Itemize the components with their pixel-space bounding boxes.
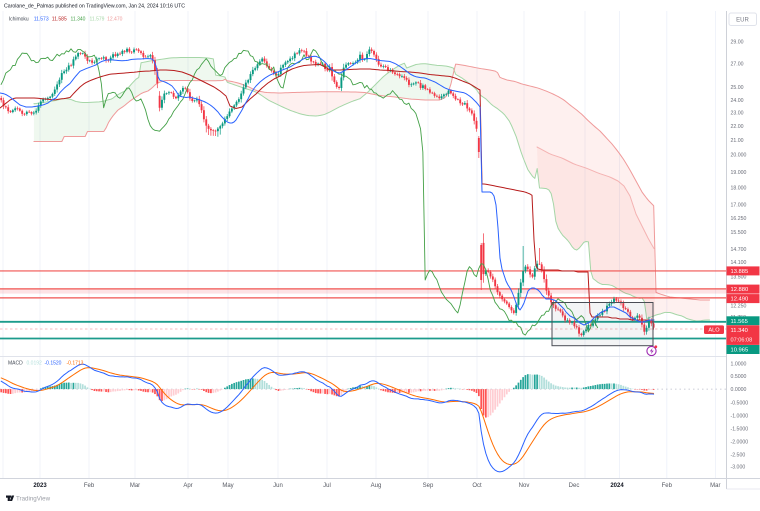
svg-text:20.000: 20.000 xyxy=(731,153,747,159)
svg-text:11.585: 11.585 xyxy=(52,16,67,22)
svg-text:Jul: Jul xyxy=(323,483,331,489)
svg-text:Feb: Feb xyxy=(84,483,95,489)
svg-text:-1.0000: -1.0000 xyxy=(731,413,749,419)
svg-text:11.340: 11.340 xyxy=(731,328,748,334)
svg-text:11.573: 11.573 xyxy=(34,16,49,22)
svg-text:-0.5000: -0.5000 xyxy=(731,400,749,406)
svg-text:Sep: Sep xyxy=(423,483,434,489)
svg-text:19.000: 19.000 xyxy=(731,170,747,176)
svg-text:Ichimoku: Ichimoku xyxy=(9,16,29,22)
svg-text:-3.000: -3.000 xyxy=(731,464,746,470)
svg-text:27.00: 27.00 xyxy=(731,62,744,68)
svg-text:2024: 2024 xyxy=(610,483,624,489)
svg-text:15.500: 15.500 xyxy=(731,230,747,236)
svg-text:-1.5000: -1.5000 xyxy=(731,426,749,432)
svg-text:29.00: 29.00 xyxy=(731,40,744,46)
svg-text:Aug: Aug xyxy=(371,483,382,489)
svg-text:24.00: 24.00 xyxy=(731,98,744,104)
svg-text:12.880: 12.880 xyxy=(731,287,749,293)
svg-text:25.00: 25.00 xyxy=(731,85,744,91)
svg-text:Carolane_de_Palmas published o: Carolane_de_Palmas published on TradingV… xyxy=(4,4,185,10)
svg-text:Mar: Mar xyxy=(130,483,140,489)
svg-text:0.5000: 0.5000 xyxy=(731,374,747,380)
svg-text:13.885: 13.885 xyxy=(731,269,749,275)
svg-text:Oct: Oct xyxy=(472,483,482,489)
svg-text:Feb: Feb xyxy=(662,483,673,489)
svg-text:22.00: 22.00 xyxy=(731,124,744,130)
svg-text:11.565: 11.565 xyxy=(731,319,748,325)
svg-text:12.250: 12.250 xyxy=(731,303,747,309)
svg-text:07:06:08: 07:06:08 xyxy=(731,338,753,344)
svg-text:10.965: 10.965 xyxy=(731,348,749,354)
svg-text:18.000: 18.000 xyxy=(731,185,747,191)
svg-text:12.470: 12.470 xyxy=(107,16,123,22)
svg-text:11.340: 11.340 xyxy=(71,16,86,22)
svg-text:Jun: Jun xyxy=(273,483,283,489)
svg-text:17.000: 17.000 xyxy=(731,202,747,208)
svg-text:0.0000: 0.0000 xyxy=(731,387,747,393)
svg-text:Nov: Nov xyxy=(519,483,530,489)
svg-text:May: May xyxy=(222,483,233,489)
svg-text:TradingView: TradingView xyxy=(16,496,51,503)
svg-text:-0.1713: -0.1713 xyxy=(67,360,84,366)
svg-text:23.00: 23.00 xyxy=(731,111,744,117)
svg-text:14.700: 14.700 xyxy=(731,247,747,253)
svg-text:16.250: 16.250 xyxy=(731,216,747,222)
svg-text:2023: 2023 xyxy=(33,483,47,489)
svg-text:Apr: Apr xyxy=(183,483,192,489)
svg-text:Dec: Dec xyxy=(569,483,580,489)
svg-text:11.579: 11.579 xyxy=(90,16,105,22)
svg-text:Mar: Mar xyxy=(710,483,720,489)
svg-text:EUR: EUR xyxy=(736,18,749,24)
svg-text:1.0000: 1.0000 xyxy=(731,362,747,368)
svg-text:0.0192: 0.0192 xyxy=(27,360,43,366)
svg-text:21.00: 21.00 xyxy=(731,138,744,144)
svg-text:12.490: 12.490 xyxy=(731,297,749,303)
svg-text:-2.500: -2.500 xyxy=(731,453,746,459)
svg-text:ALO: ALO xyxy=(708,328,720,334)
svg-text:14.100: 14.100 xyxy=(731,260,747,266)
svg-text:MACD: MACD xyxy=(8,360,23,366)
svg-text:-2.0000: -2.0000 xyxy=(731,440,749,446)
svg-text:-0.1520: -0.1520 xyxy=(45,360,62,366)
